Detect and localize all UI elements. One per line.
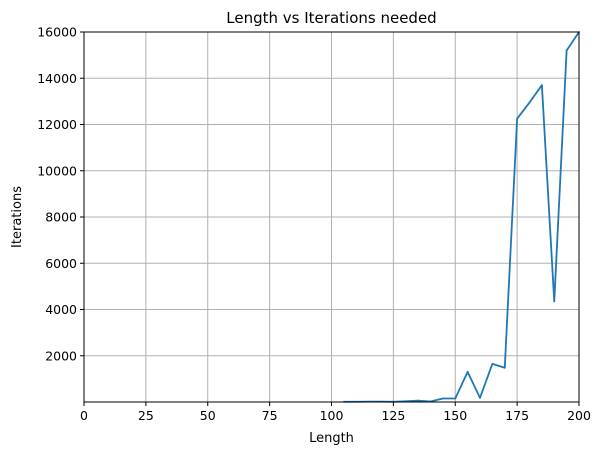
y-axis-title: Iterations (10, 186, 25, 248)
x-tick-label: 100 (320, 408, 344, 423)
y-tick-label: 12000 (37, 117, 77, 132)
data-point (454, 397, 457, 400)
y-tick-label: 10000 (37, 163, 77, 178)
x-tick-label: 125 (381, 408, 405, 423)
data-point (528, 101, 531, 104)
data-point (516, 117, 519, 120)
x-tick-label: 175 (505, 408, 529, 423)
data-point (479, 396, 481, 399)
x-axis-title: Length (309, 431, 354, 446)
y-tick-label: 8000 (45, 210, 77, 225)
ticks: 0 25 50 75 100 125 150 175 200 2000 4000 6000 8000 10… (37, 25, 591, 424)
data-point (441, 397, 444, 400)
x-tick-label: 200 (567, 408, 591, 423)
y-tick-label: 4000 (45, 302, 77, 317)
x-tick-label: 75 (262, 408, 278, 423)
chart-title: Length vs Iterations needed (226, 9, 436, 27)
x-tick-label: 50 (200, 408, 216, 423)
data-point (565, 49, 568, 52)
x-tick-label: 0 (80, 408, 88, 423)
data-point (503, 366, 506, 369)
data-point (553, 300, 556, 303)
y-tick-label: 14000 (37, 71, 77, 86)
data-point (491, 362, 494, 365)
data-point (466, 371, 469, 373)
data-point (417, 399, 420, 402)
data-point (540, 84, 543, 87)
y-tick-label: 2000 (45, 348, 77, 363)
x-tick-label: 25 (138, 408, 154, 423)
x-tick-label: 150 (443, 408, 467, 423)
y-tick-label: 6000 (45, 256, 77, 271)
y-tick-label: 16000 (37, 25, 77, 40)
